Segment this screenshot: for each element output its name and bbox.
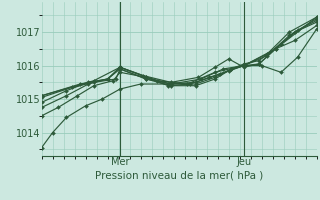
X-axis label: Pression niveau de la mer( hPa ): Pression niveau de la mer( hPa ): [95, 170, 263, 180]
